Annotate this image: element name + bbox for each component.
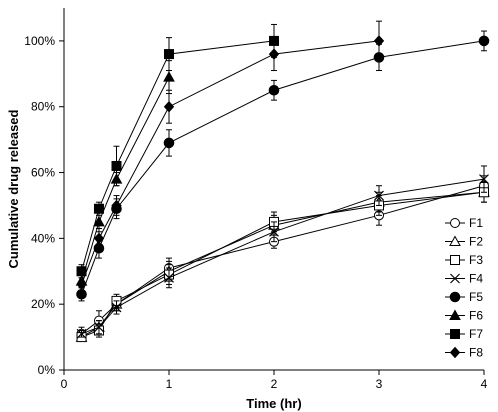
legend-marker <box>449 346 461 359</box>
data-point <box>163 137 175 149</box>
series-f8 <box>76 20 385 292</box>
data-point <box>93 232 105 245</box>
x-axis-ticks: 0 1 2 3 4 <box>61 370 488 391</box>
data-point <box>164 49 174 60</box>
data-point <box>111 302 122 313</box>
series-f7 <box>76 23 279 279</box>
legend-label: F2 <box>469 235 483 249</box>
plot-area: 0 1 2 3 4 0% 20% 40% 60% 80% 100% <box>24 8 490 391</box>
series-group <box>75 20 490 343</box>
legend-marker <box>450 329 460 339</box>
y-tick-label: 20% <box>31 297 55 311</box>
data-point <box>163 71 175 82</box>
series-line <box>81 191 485 338</box>
legend-item-f2: F2 <box>445 235 483 249</box>
data-point <box>111 199 122 212</box>
legend-marker <box>450 273 460 284</box>
y-tick-label: 100% <box>24 34 55 48</box>
data-point <box>479 174 489 185</box>
x-tick-label: 0 <box>61 377 68 391</box>
series-line <box>81 40 380 285</box>
legend-item-f3: F3 <box>445 253 483 267</box>
legend-marker <box>450 218 460 228</box>
data-point <box>268 84 280 96</box>
legend-item-f7: F7 <box>445 327 483 341</box>
series-line <box>81 76 170 282</box>
legend-label: F7 <box>469 327 483 341</box>
data-point <box>94 322 104 333</box>
series-f3 <box>76 181 489 343</box>
data-point <box>111 160 122 171</box>
legend-label: F5 <box>469 290 483 304</box>
y-tick-label: 60% <box>31 166 55 180</box>
data-point <box>269 226 279 237</box>
x-tick-label: 3 <box>376 377 383 391</box>
legend-label: F4 <box>469 272 483 286</box>
x-axis-title: Time (hr) <box>246 396 301 411</box>
legend-marker <box>449 235 461 246</box>
legend: F1 F2 F3 F4 F5 F6 F7 F8 <box>445 216 483 360</box>
series-line <box>81 185 485 335</box>
data-point <box>373 35 385 47</box>
y-tick-label: 80% <box>31 100 55 114</box>
x-tick-label: 1 <box>166 377 173 391</box>
data-point <box>164 272 174 283</box>
legend-item-f8: F8 <box>445 346 483 360</box>
legend-marker <box>449 309 461 320</box>
legend-marker <box>450 255 460 265</box>
data-point <box>268 48 280 60</box>
data-point <box>374 190 384 201</box>
series-f2 <box>75 181 490 342</box>
data-point <box>478 35 490 47</box>
legend-item-f5: F5 <box>445 290 483 304</box>
series-line <box>81 191 485 338</box>
x-tick-label: 4 <box>481 377 488 391</box>
legend-label: F1 <box>469 216 483 230</box>
y-tick-label: 40% <box>31 231 55 245</box>
x-tick-label: 2 <box>271 377 278 391</box>
legend-item-f1: F1 <box>445 216 483 230</box>
series-f1 <box>76 175 489 341</box>
legend-item-f4: F4 <box>445 272 483 286</box>
legend-label: F6 <box>469 309 483 323</box>
legend-label: F8 <box>469 346 483 360</box>
y-tick-label: 0% <box>38 363 56 377</box>
data-point <box>76 328 87 339</box>
y-axis-ticks: 0% 20% 40% 60% 80% 100% <box>24 34 64 377</box>
series-f6 <box>75 60 175 289</box>
legend-marker <box>449 291 461 303</box>
data-point <box>76 266 87 277</box>
data-point <box>93 203 104 214</box>
y-axis-title: Cumulative drug released <box>6 109 21 268</box>
series-f4 <box>76 165 489 339</box>
data-point <box>163 100 175 113</box>
data-point <box>93 215 105 227</box>
series-f5 <box>76 30 490 302</box>
legend-item-f6: F6 <box>445 309 483 323</box>
data-point <box>76 278 87 291</box>
series-line <box>81 40 485 295</box>
legend-label: F3 <box>469 253 483 267</box>
